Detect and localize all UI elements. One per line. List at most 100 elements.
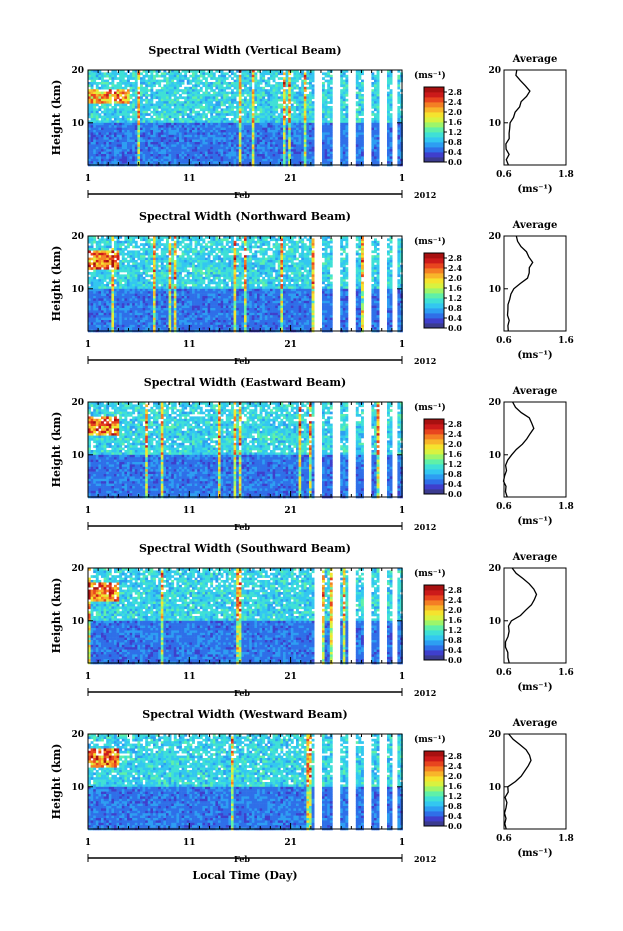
heatmap-cell: [119, 279, 123, 282]
heatmap-cell: [98, 315, 102, 318]
heatmap-cell: [277, 154, 281, 157]
heatmap-cell: [223, 74, 227, 78]
heatmap-cell: [111, 125, 115, 128]
heatmap-cell: [103, 260, 107, 263]
heatmap-cell: [168, 122, 172, 126]
heatmap-cell: [153, 130, 156, 133]
heatmap-cell: [181, 106, 185, 109]
heatmap-cell: [158, 298, 162, 302]
heatmap-cell: [90, 279, 94, 282]
heatmap-cell: [168, 161, 172, 164]
heatmap-cell: [140, 262, 143, 266]
heatmap-cell: [134, 293, 138, 297]
heatmap-cell: [90, 146, 94, 150]
heatmap-cell: [184, 137, 188, 140]
heatmap-cell: [147, 288, 151, 292]
heatmap-cell: [137, 284, 141, 287]
heatmap-cell: [236, 120, 240, 124]
heatmap-cell: [342, 156, 346, 160]
heatmap-cell: [158, 240, 162, 244]
heatmap-cell: [371, 127, 375, 131]
heatmap-cell: [153, 146, 156, 150]
heatmap-cell: [267, 89, 271, 92]
heatmap-cell: [236, 146, 240, 150]
heatmap-cell: [155, 82, 159, 85]
heatmap-cell: [132, 120, 136, 124]
heatmap-cell: [155, 252, 159, 256]
heatmap-cell: [236, 86, 240, 90]
heatmap-cell: [309, 84, 312, 88]
heatmap-cell: [114, 312, 117, 316]
heatmap-cell: [114, 144, 117, 148]
heatmap-cell: [181, 125, 185, 128]
heatmap-cell: [158, 317, 162, 321]
heatmap-cell: [231, 158, 234, 162]
heatmap-cell: [90, 103, 94, 107]
heatmap-cell: [327, 146, 331, 150]
heatmap-cell: [142, 279, 146, 282]
heatmap-cell: [355, 115, 359, 119]
heatmap-cell: [254, 149, 258, 152]
heatmap-cell: [145, 262, 149, 266]
heatmap-cell: [134, 77, 138, 80]
heatmap-cell: [220, 127, 224, 131]
heatmap-cell: [153, 310, 156, 314]
heatmap-cell: [264, 125, 268, 128]
heatmap-cell: [249, 154, 253, 157]
heatmap-cell: [236, 132, 240, 136]
heatmap-cell: [267, 156, 271, 160]
heatmap-cell: [192, 125, 195, 128]
heatmap-cell: [238, 125, 242, 128]
heatmap-cell: [311, 91, 315, 95]
heatmap-cell: [189, 161, 193, 164]
heatmap-cell: [155, 96, 159, 100]
heatmap-cell: [147, 269, 151, 273]
heatmap-cell: [114, 260, 117, 263]
heatmap-cell: [205, 125, 208, 128]
heatmap-cell: [400, 151, 403, 155]
heatmap-cell: [88, 156, 91, 160]
heatmap-cell: [101, 320, 104, 323]
heatmap-cell: [355, 113, 359, 116]
heatmap-cell: [171, 161, 175, 164]
heatmap-cell: [184, 127, 188, 131]
heatmap-cell: [259, 96, 263, 100]
heatmap-cell: [374, 94, 377, 97]
heatmap-cell: [171, 110, 175, 114]
heatmap-cell: [251, 79, 255, 83]
heatmap-cell: [283, 154, 286, 157]
heatmap-cell: [134, 101, 138, 104]
heatmap-cell: [371, 74, 375, 78]
heatmap-cell: [101, 236, 104, 239]
heatmap-cell: [179, 122, 182, 126]
heatmap-cell: [327, 86, 331, 90]
heatmap-cell: [103, 324, 107, 328]
heatmap-cell: [119, 245, 123, 249]
x-tick-label: 21: [284, 174, 297, 184]
heatmap-cell: [389, 96, 393, 100]
heatmap-cell: [397, 130, 401, 133]
heatmap-cell: [397, 79, 401, 83]
heatmap-cell: [132, 132, 136, 136]
heatmap-cell: [140, 134, 143, 138]
heatmap-cell: [119, 284, 123, 287]
heatmap-cell: [361, 122, 364, 126]
heatmap-cell: [106, 120, 110, 124]
heatmap-cell: [93, 296, 97, 299]
heatmap-cell: [147, 82, 151, 85]
heatmap-cell: [355, 118, 359, 121]
heatmap-cell: [132, 72, 136, 76]
heatmap-cell: [238, 74, 242, 78]
heatmap-cell: [134, 84, 138, 88]
heatmap-cell: [186, 106, 190, 109]
heatmap-cell: [101, 322, 104, 326]
heatmap-cell: [298, 161, 302, 164]
heatmap-cell: [93, 286, 97, 290]
heatmap-cell: [327, 115, 331, 119]
heatmap-cell: [145, 279, 149, 282]
heatmap-cell: [176, 120, 180, 124]
heatmap-cell: [119, 122, 123, 126]
heatmap-cell: [309, 146, 312, 150]
heatmap-cell: [150, 317, 154, 321]
heatmap-cell: [280, 113, 284, 116]
